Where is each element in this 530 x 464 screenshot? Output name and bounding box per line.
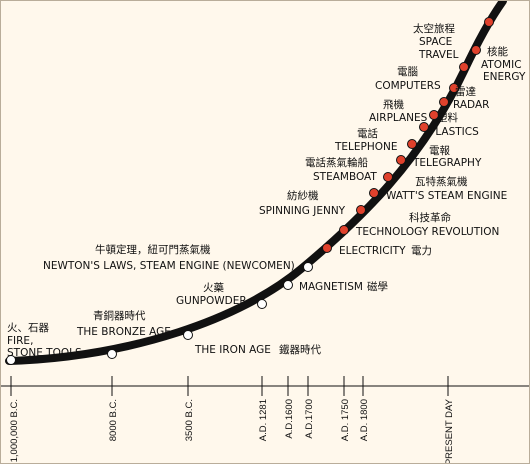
label-steamboat-en: STEAMBOAT — [313, 171, 377, 183]
tick-label-1000000bc: 1,000,000 B.C. — [9, 399, 20, 462]
label-gunpowder-zh: 火藥 — [203, 282, 224, 294]
label-electricity-zh: 電力 — [411, 244, 432, 257]
label-airplanes-zh: 飛機 — [383, 98, 404, 111]
label-gunpowder-en: GUNPOWDER — [176, 295, 247, 307]
marker-bronze-age — [107, 349, 117, 359]
marker-electricity — [322, 243, 332, 253]
tick-label-ad1750: A.D. 1750 — [340, 399, 351, 441]
label-plastics-zh: 塑料 — [437, 111, 458, 124]
label-fire-zh: 火、石器 — [7, 322, 49, 334]
marker-computers — [449, 83, 459, 93]
tick-label-ad1800: A.D. 1800 — [359, 399, 370, 441]
marker-spinning-jenny — [356, 205, 366, 215]
marker-gunpowder — [257, 299, 267, 309]
marker-technology-revolution — [339, 225, 349, 235]
label-computers-zh: 電腦 — [397, 65, 418, 78]
label-space-travel-en-2: TRAVEL — [418, 49, 459, 61]
label-magnetism-en: MAGNETISM — [299, 281, 363, 293]
label-newtons-laws-en: NEWTON'S LAWS, STEAM ENGINE (NEWCOMEN) — [43, 260, 295, 272]
label-watts-steam-engine-en: WATT'S STEAM ENGINE — [386, 190, 507, 202]
label-space-travel-zh: 太空旅程 — [413, 22, 455, 35]
event-labels: 火、石器 FIRE, STONE TOOLS 青銅器時代 THE BRONZE … — [7, 22, 526, 359]
marker-airplanes — [429, 110, 439, 120]
label-plastics-en: PLASTICS — [429, 126, 479, 138]
label-iron-age-en: THE IRON AGE — [194, 344, 271, 356]
marker-top — [484, 17, 494, 27]
label-iron-age-zh: 鐵器時代 — [279, 343, 321, 356]
label-radar-en: RADAR — [453, 99, 489, 111]
marker-space-travel — [471, 45, 481, 55]
label-technology-revolution-en: TECHNOLOGY REVOLUTION — [355, 226, 499, 238]
marker-newtons-laws — [303, 262, 313, 272]
marker-telephone — [407, 139, 417, 149]
label-bronze-age-zh: 青銅器時代 — [93, 309, 146, 322]
label-telegraphy-en: TELEGRAPHY — [412, 157, 482, 169]
label-magnetism-zh: 磁學 — [367, 280, 388, 293]
marker-watts-steam-engine — [369, 188, 379, 198]
label-technology-revolution-zh: 科技革命 — [409, 211, 451, 224]
marker-fire — [6, 355, 16, 365]
marker-telegraphy — [396, 155, 406, 165]
label-newtons-laws-zh: 牛頓定理，紐可門蒸氣機 — [95, 243, 211, 256]
tick-label-ad1700: A.D.1700 — [304, 399, 315, 439]
label-stone-tools-en: STONE TOOLS — [7, 347, 82, 359]
tick-label-8000bc: 8000 B.C. — [108, 399, 119, 441]
label-spinning-jenny-zh: 紡紗機 — [287, 189, 319, 202]
marker-atomic-energy — [459, 62, 469, 72]
marker-plastics — [419, 122, 429, 132]
label-spinning-jenny-en: SPINNING JENNY — [259, 205, 346, 217]
tick-label-present-day: PRESENT DAY — [444, 398, 455, 463]
tick-label-3500bc: 3500 B.C. — [184, 399, 195, 441]
label-telephone-zh: 電話 — [357, 127, 378, 140]
marker-iron-age — [183, 330, 193, 340]
label-airplanes-en: AIRPLANES — [369, 112, 428, 124]
marker-magnetism — [283, 280, 293, 290]
label-atomic-energy-en-1: ATOMIC — [481, 59, 522, 71]
tick-label-ad1281: A.D. 1281 — [258, 399, 269, 441]
event-markers — [6, 17, 494, 365]
label-space-travel-en-1: SPACE — [419, 36, 452, 48]
label-watts-steam-engine-zh: 瓦特蒸氣機 — [415, 175, 468, 188]
label-atomic-energy-en-2: ENERGY — [483, 71, 526, 83]
tick-label-ad1600: A.D.1600 — [284, 399, 295, 439]
label-steamboat-zh: 電話蒸氣輪船 — [305, 156, 368, 169]
label-electricity-en: ELECTRICITY — [339, 245, 406, 257]
label-bronze-age-en: THE BRONZE AGE — [76, 326, 171, 338]
label-radar-zh: 雷達 — [455, 86, 476, 98]
axis-tick-labels: 1,000,000 B.C. 8000 B.C. 3500 B.C. A.D. … — [9, 398, 455, 463]
marker-steamboat — [383, 172, 393, 182]
axis-ticks — [10, 376, 449, 396]
label-fire-en: FIRE, — [7, 335, 33, 347]
label-telephone-en: TELEPHONE — [334, 141, 398, 153]
label-telegraphy-zh: 電報 — [429, 145, 450, 157]
marker-radar — [439, 97, 449, 107]
label-computers-en: COMPUTERS — [375, 80, 441, 92]
label-atomic-energy-zh: 核能 — [487, 45, 508, 58]
